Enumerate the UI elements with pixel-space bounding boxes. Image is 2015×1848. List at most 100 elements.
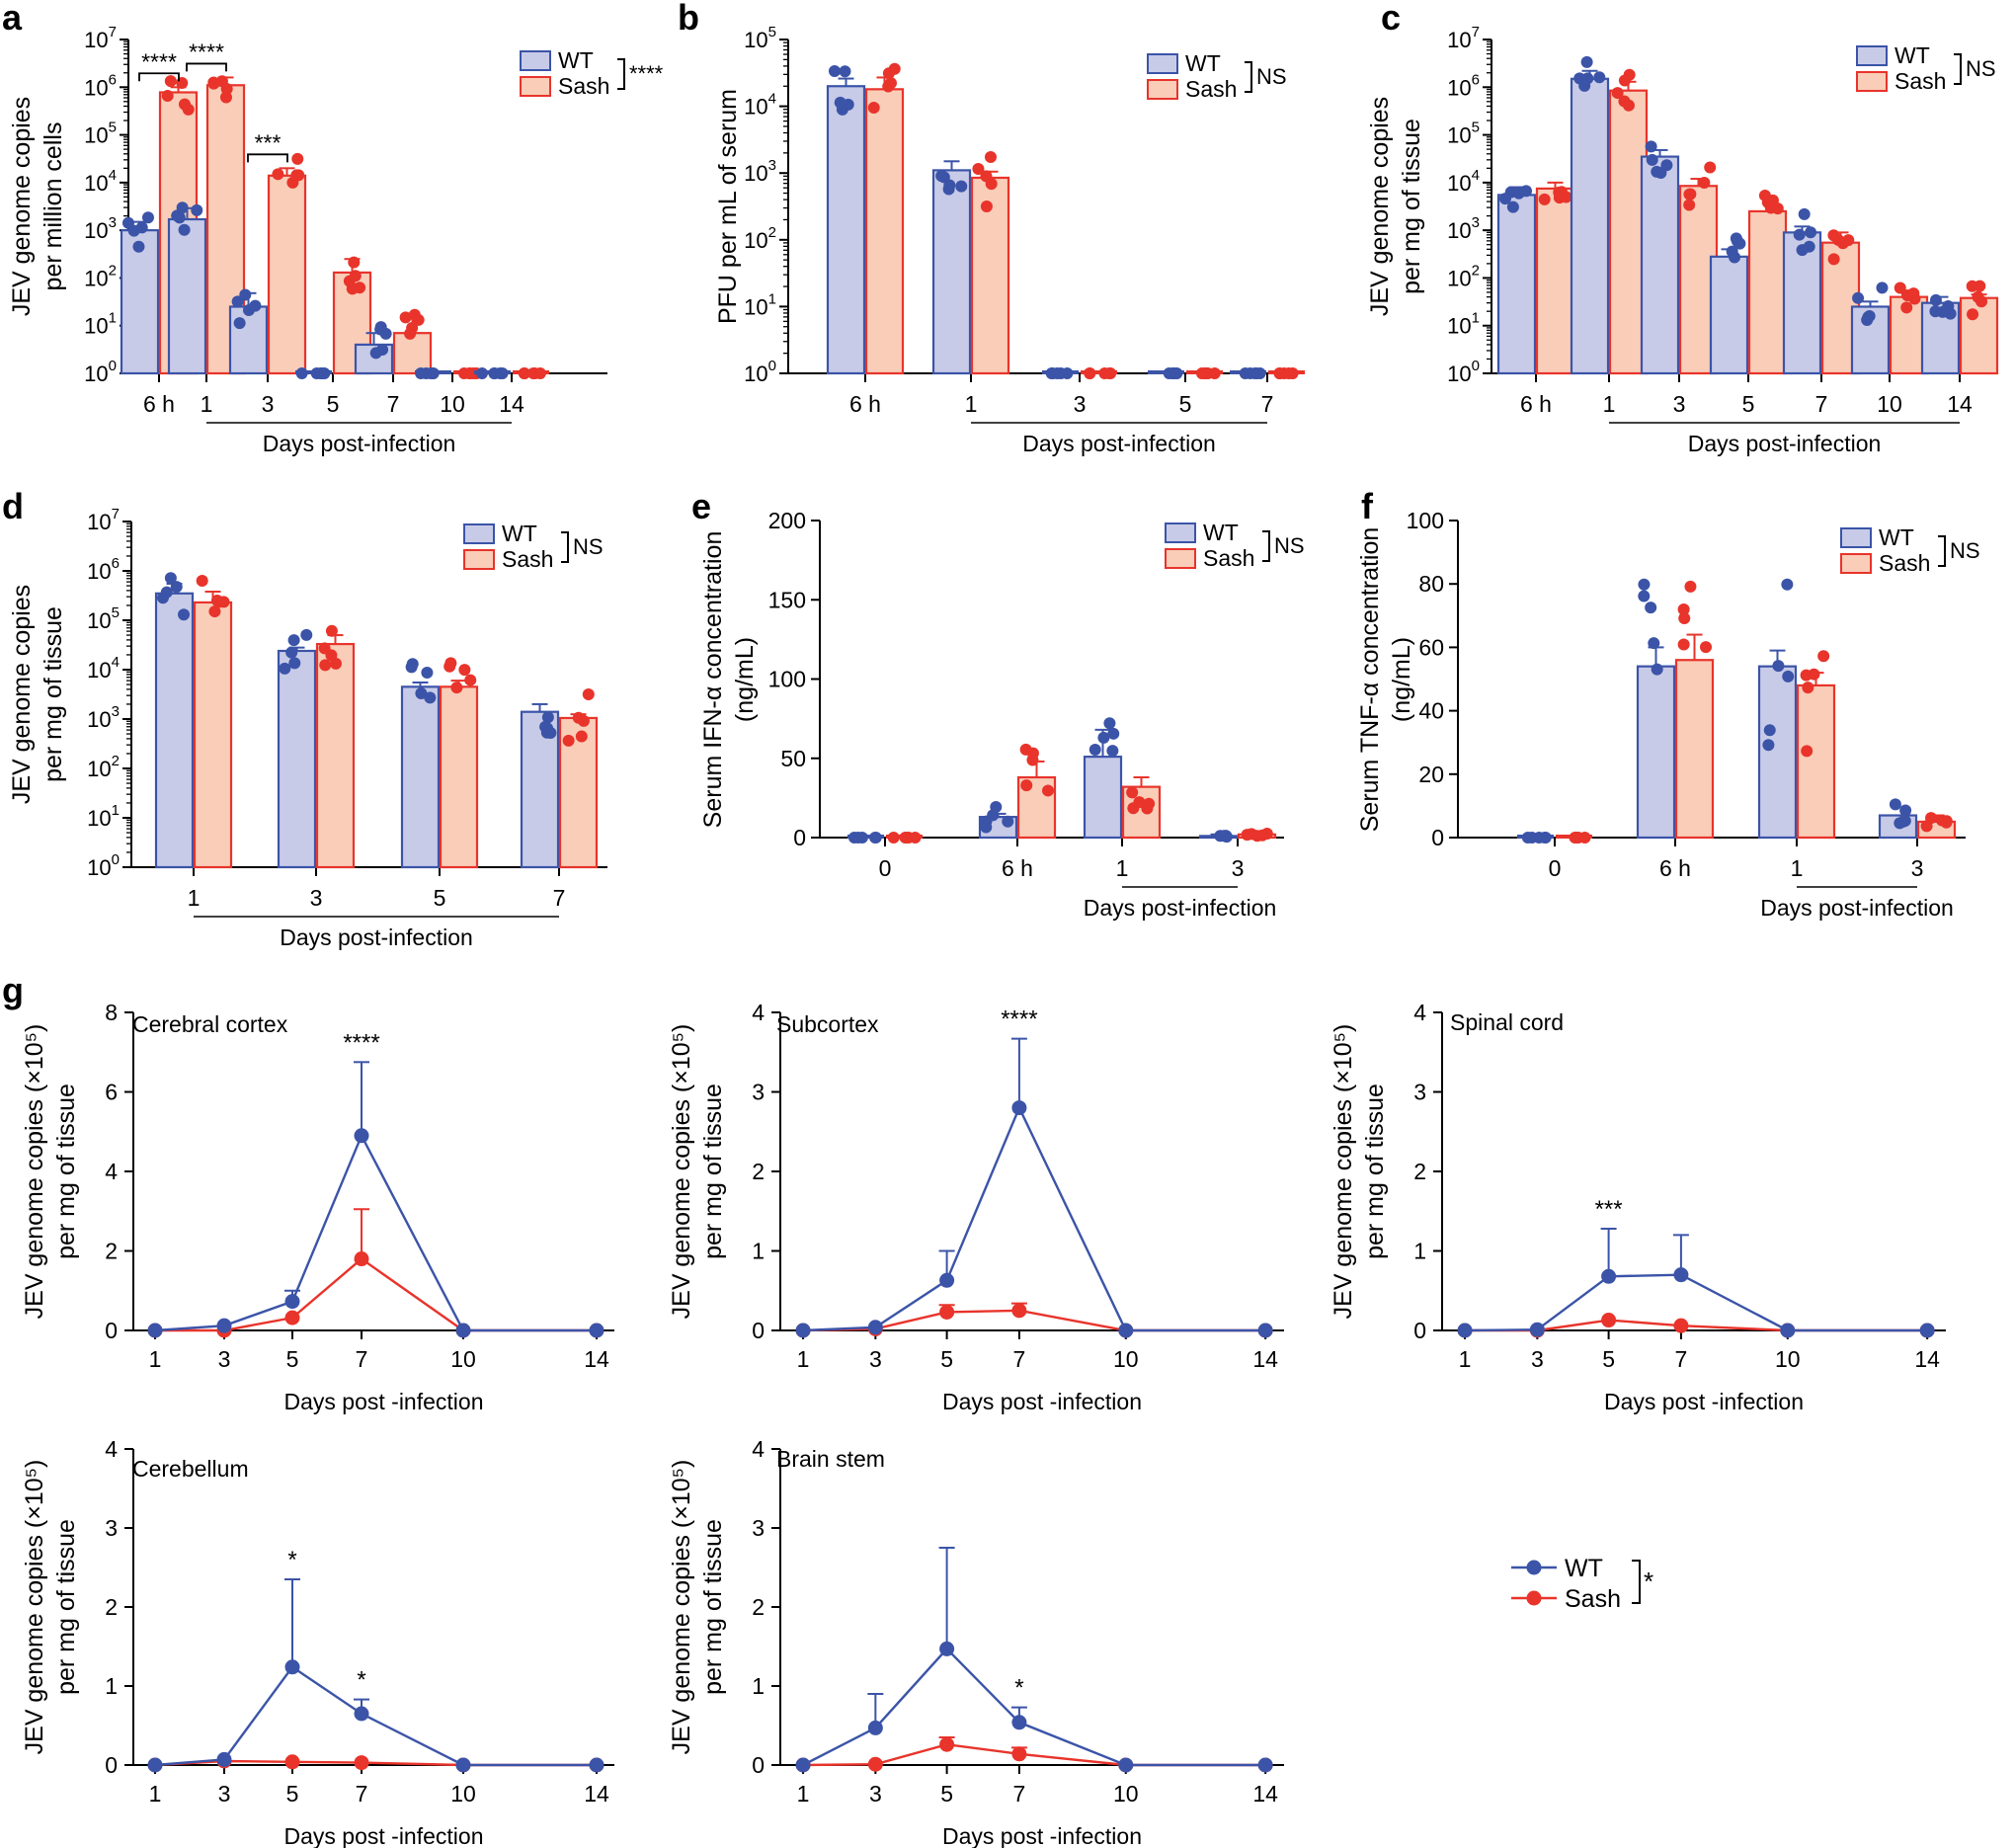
panel-a-y-tick-label: 102 <box>84 262 117 290</box>
panel-a-sig-bracket <box>138 72 180 82</box>
panel-g1-point-sash <box>1011 1303 1027 1319</box>
panel-c-y-tick-base: 10 <box>1447 218 1471 243</box>
panel-a-dot-sash <box>164 75 177 88</box>
panel-f-dot-wt <box>1762 739 1775 752</box>
panel-g1-line-wt <box>802 1104 1266 1332</box>
panel-g4-y-tick-label: 4 <box>752 1436 765 1462</box>
panel-c-dot-wt <box>1646 153 1658 166</box>
panel-g1-sig-label: **** <box>1001 1006 1037 1033</box>
panel-c-bar-wt <box>1570 77 1610 375</box>
panel-a-dot-wt <box>315 367 328 379</box>
panel-c-y-tick-label: 105 <box>1447 120 1480 148</box>
panel-b-y-axis-label: PFU per mL of serum <box>714 89 742 324</box>
panel-d-dot-wt <box>541 711 554 724</box>
panel-c-dot-sash <box>1972 290 1984 303</box>
panel-d-dot-wt <box>164 572 177 585</box>
panel-a-y-axis-label-line: JEV genome copies <box>8 97 36 316</box>
panel-d-dot-wt <box>287 634 300 647</box>
panel-f-legend-swatch-wt <box>1840 527 1872 548</box>
panel-b-legend-label-sash: Sash <box>1185 76 1237 102</box>
panel-c-dot-wt <box>1730 232 1742 245</box>
panel-f-bar-wt <box>1636 665 1676 840</box>
panel-d-dot-sash <box>444 657 457 670</box>
panel-g4-point-sash <box>1011 1746 1027 1762</box>
panel-g3-y-tick-label: 3 <box>105 1515 118 1541</box>
panel-f-dot-sash <box>1801 745 1814 758</box>
panel-g4-title: Brain stem <box>776 1446 885 1472</box>
panel-d-dot-wt <box>170 581 183 594</box>
panel-f-y-tick-label: 20 <box>1418 762 1444 787</box>
panel-b-dot-sash <box>1098 367 1111 379</box>
panel-g3-y-tick-label: 1 <box>105 1673 118 1699</box>
panel-g2-point-wt <box>1780 1323 1796 1338</box>
panel-g4-x-axis-label: Days post -infection <box>942 1823 1142 1848</box>
panel-f-dot-wt <box>1651 663 1663 676</box>
panel-b-y-tick-exp: 3 <box>768 157 776 174</box>
panel-a-dot-wt <box>369 347 382 360</box>
panel-a-legend-stat: **** <box>629 61 664 86</box>
panel-a-sig-bracket <box>186 62 227 72</box>
panel-f-x-axis-label: Days post-infection <box>1760 895 1954 921</box>
panel-g4-line-wt <box>802 1647 1266 1767</box>
panel-f-y-axis-label-line: Serum TNF-α concentration <box>1356 527 1384 833</box>
panel-b-legend-label-wt: WT <box>1185 50 1221 76</box>
panel-d-dot-wt <box>160 586 173 599</box>
panel-f-dot-wt <box>1782 670 1795 683</box>
panel-c-y-tick-label: 106 <box>1447 71 1480 100</box>
panel-c-y-axis-label-line: JEV genome copies <box>1366 97 1394 316</box>
panel-a-dot-wt <box>476 367 489 379</box>
panel-a-dot-sash <box>178 98 191 111</box>
panel-g0-y-axis-label-line: per mg of tissue <box>52 1084 80 1259</box>
panel-g2-x-tick-label: 1 <box>1459 1346 1472 1372</box>
panel-g3-point-wt <box>216 1751 232 1767</box>
panel-d-dot-wt <box>178 608 191 621</box>
panel-g1-y-tick-label: 0 <box>752 1318 765 1343</box>
panel-f-y-tick-label: 100 <box>1407 508 1444 533</box>
panel-a-sig-label: **** <box>141 48 177 74</box>
panel-a-dot-sash <box>286 176 299 189</box>
panel-c-dot-sash <box>1827 253 1840 266</box>
panel-c-x-tick-label: 5 <box>1742 391 1755 417</box>
panel-a-y-tick-base: 10 <box>84 266 108 290</box>
panel-b-y-tick-base: 10 <box>744 228 767 253</box>
panel-f-dot-wt <box>1521 832 1534 844</box>
panel-e-legend-bracket <box>1262 530 1270 562</box>
panel-c-dot-wt <box>1580 55 1593 68</box>
panel-b-dot-wt <box>1239 367 1251 379</box>
panel-g3-y-tick-label: 4 <box>105 1436 118 1462</box>
panel-g1-x-tick-label: 3 <box>869 1346 882 1372</box>
panel-b-dot-wt <box>839 65 851 78</box>
panel-g2-y-tick-label: 1 <box>1413 1239 1426 1264</box>
panel-a-y-tick-exp: 5 <box>109 120 117 136</box>
panel-a-y-tick-label: 106 <box>84 71 117 100</box>
panel-e-legend-label-sash: Sash <box>1203 545 1254 571</box>
panel-b-y-tick-base: 10 <box>744 95 767 120</box>
panel-g4-x-tick-label: 7 <box>1013 1781 1026 1807</box>
panel-f-dot-sash <box>1700 641 1713 654</box>
panel-a-dot-wt <box>488 367 501 379</box>
panel-d-y-tick-label: 104 <box>87 654 120 683</box>
panel-g0-y-tick-label: 2 <box>105 1239 118 1264</box>
panel-e-dot-wt <box>1002 815 1014 828</box>
panel-letter-d: d <box>2 486 24 526</box>
panel-g3-point-wt <box>354 1706 369 1722</box>
panel-d-dot-wt <box>288 657 301 670</box>
panel-g0-y-tick-label: 6 <box>105 1080 118 1105</box>
panel-g3-point-wt <box>147 1757 163 1773</box>
panel-a-legend-swatch-wt <box>520 50 551 71</box>
panel-g2: 0 1 2 3 4 1 3 5 7 10 14 Days post -infection JEV gen… <box>1330 1000 1946 1414</box>
panel-f: 0 20 40 60 80 100 0 6 h 1 3 Days post-infection <box>1407 508 1966 921</box>
panel-a-dot-sash <box>404 327 417 340</box>
panel-b-dot-wt <box>828 65 841 78</box>
panel-e-dot-sash <box>909 832 922 844</box>
panel-e-dot-sash <box>887 832 900 844</box>
panel-e-dot-sash <box>1126 786 1139 799</box>
panel-b-dot-wt <box>836 103 848 116</box>
panel-d-x-tick-label: 1 <box>188 885 201 911</box>
panel-d-x-tick-label: 5 <box>434 885 446 911</box>
panel-d-dot-sash <box>318 642 331 655</box>
panel-f-dot-wt <box>1638 590 1651 603</box>
